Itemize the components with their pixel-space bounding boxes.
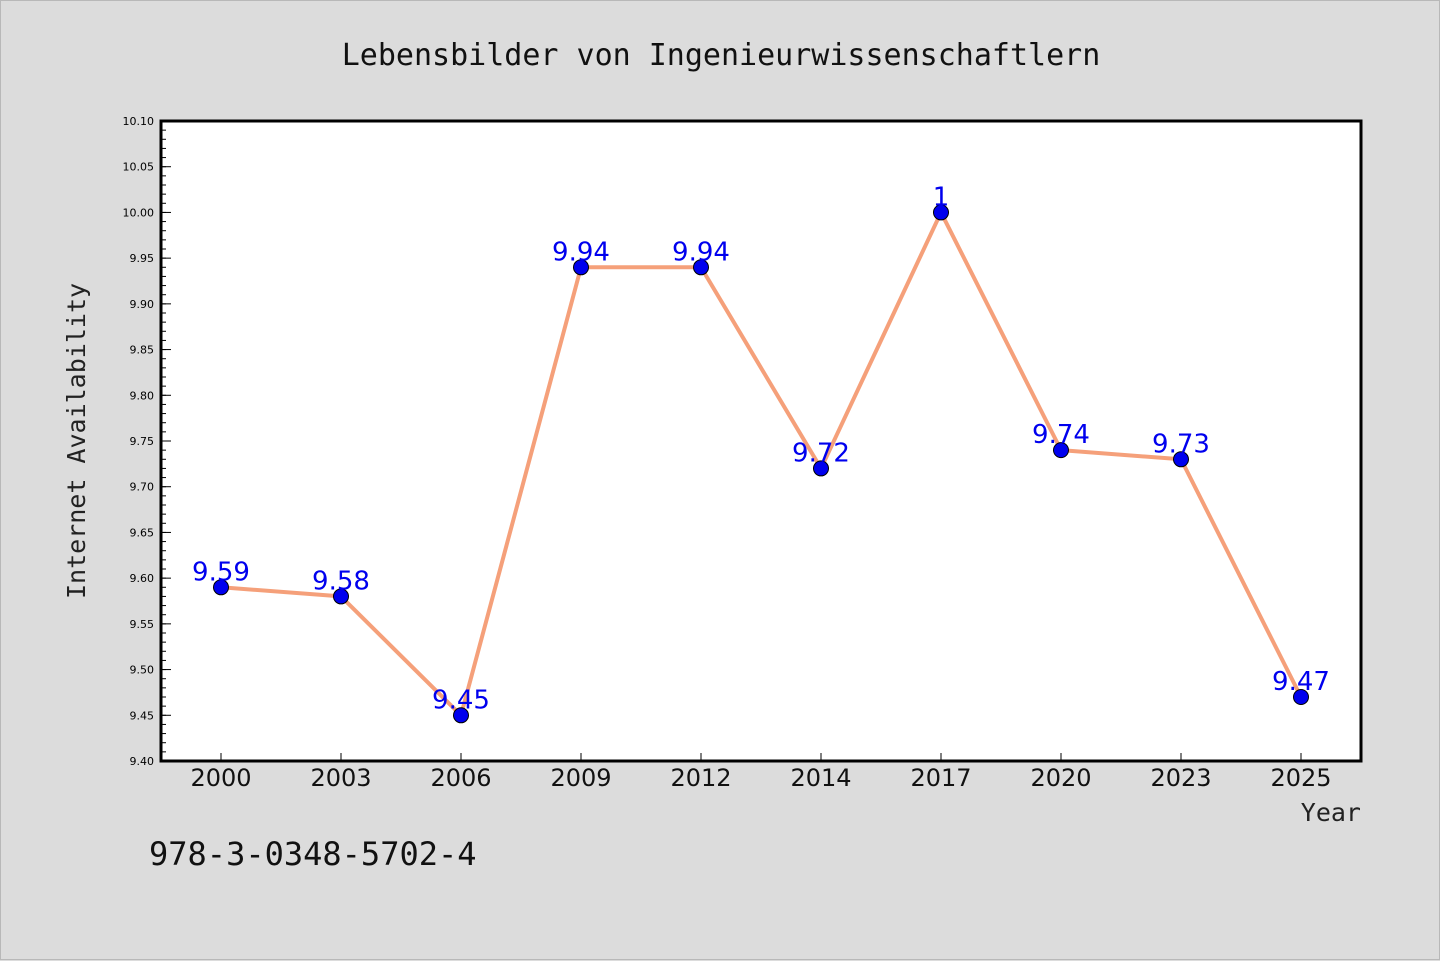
data-point [213,579,229,596]
x-axis-label: Year [1301,798,1361,827]
x-tick-label: 2020 [1030,764,1091,792]
data-point [693,259,709,276]
y-tick-label: 9.50 [130,664,155,677]
y-tick-label: 9.85 [130,344,155,357]
x-tick-label: 2000 [190,764,251,792]
data-point [1293,689,1309,705]
data-label: 9.58 [312,566,370,596]
y-tick-label: 9.65 [130,526,155,539]
plot-area [159,119,1363,763]
series-line-segment [1179,457,1303,699]
data-point [1053,442,1069,459]
data-point [1173,451,1189,468]
data-label: 9.74 [1032,420,1090,450]
y-tick-label: 9.60 [130,572,155,585]
data-label: 9.45 [432,685,490,715]
series-line-segment [219,585,343,599]
x-tick-label: 2017 [910,764,971,792]
x-tick-label: 2014 [790,764,851,792]
series-line-segment [939,210,1063,453]
y-tick-label: 9.55 [130,618,155,631]
x-axis-ticks: 2000 2003 2006 2009 2012 2014 2017 2020 2023 2025 [190,753,1332,792]
data-point [573,259,589,276]
series-line-segment [459,265,583,718]
x-tick-label: 2012 [670,764,731,792]
series-lines [219,210,1303,718]
x-tick-label: 2006 [430,764,491,792]
data-label: 9.72 [792,438,850,468]
y-tick-label: 9.75 [130,435,155,448]
x-tick-label: 2009 [550,764,611,792]
series-line-segment [699,265,823,471]
data-label: 9.59 [192,557,250,587]
x-tick-label: 2023 [1150,764,1211,792]
data-point [333,588,349,605]
y-tick-label: 9.90 [130,298,155,311]
data-point [933,204,949,221]
y-tick-label: 10.10 [123,115,155,128]
y-tick-label: 9.95 [130,252,155,265]
y-axis-ticks: 9.40 9.45 9.50 9.55 9.60 9.65 9.70 9.75 9.80 9.85… [123,115,171,768]
y-tick-label: 9.45 [130,709,155,722]
data-point [453,707,469,724]
series-line-segment [819,210,943,471]
data-labels: 9.59 9.58 9.45 9.94 9.94 9.72 1 9.74 9.73 9.47 [192,182,1330,715]
y-tick-label: 10.05 [123,161,155,174]
series-markers [213,204,1309,724]
chart-title: Lebensbilder von Ingenieurwissenschaftle… [342,38,1101,73]
y-tick-label: 9.80 [130,389,155,402]
data-point [813,460,829,477]
y-tick-label: 10.00 [123,206,155,219]
x-tick-label: 2003 [310,764,371,792]
data-label: 9.47 [1272,667,1330,697]
isbn-text: 978-3-0348-5702-4 [149,835,477,873]
data-label: 9.94 [672,237,730,267]
data-label: 9.94 [552,237,610,267]
series-line-segment [1059,448,1183,462]
data-label: 1 [933,182,950,212]
y-tick-label: 9.40 [130,755,155,768]
data-label: 9.73 [1152,429,1210,459]
y-axis-label: Internet Availability [62,283,91,599]
x-tick-label: 2025 [1270,764,1331,792]
series-line-segment [339,594,463,718]
y-tick-label: 9.70 [130,481,155,494]
